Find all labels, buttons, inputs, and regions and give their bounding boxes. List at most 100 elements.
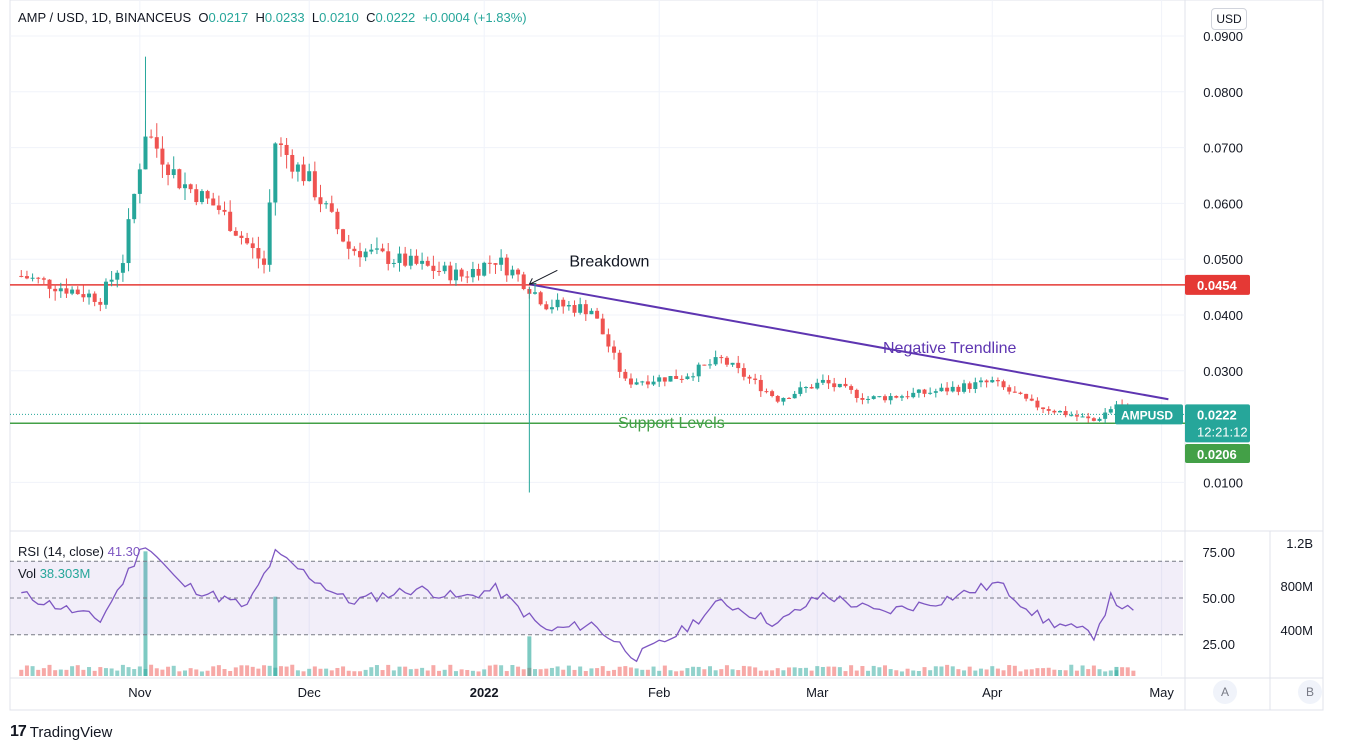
volume-bar	[544, 668, 549, 676]
candle-body	[53, 288, 58, 292]
tradingview-brand[interactable]: 17 TradingView	[10, 723, 112, 741]
time-tick-label: May	[1149, 685, 1174, 700]
candle-body	[758, 379, 763, 392]
volume-bar	[521, 669, 526, 676]
candle-body	[1029, 398, 1034, 401]
candle-body	[798, 387, 803, 394]
volume-bar	[98, 667, 103, 676]
candle-body	[561, 299, 566, 307]
volume-bar	[832, 666, 837, 676]
volume-bar	[1058, 670, 1062, 676]
volume-bar	[916, 671, 921, 676]
rsi-tick-label: 50.00	[1202, 591, 1235, 606]
volume-bar	[75, 665, 80, 676]
candle-body	[318, 197, 323, 205]
open-label: O	[198, 10, 209, 25]
volume-bar	[493, 664, 498, 676]
resistance-price-tag-bg	[1185, 274, 1250, 295]
price-tick-label: 0.0500	[1203, 252, 1243, 267]
candle-body	[177, 169, 182, 189]
rsi-band	[10, 561, 1183, 635]
candle-body	[617, 352, 622, 372]
candle-body	[606, 334, 611, 347]
volume-bar	[459, 669, 464, 676]
volume-bar	[346, 670, 351, 676]
volume-bar	[205, 670, 210, 676]
volume-bar	[713, 670, 718, 676]
rsi-legend[interactable]: RSI (14, close) 41.30	[18, 544, 140, 559]
candle-body	[487, 262, 492, 264]
volume-bar	[600, 666, 605, 676]
volume-bar	[437, 670, 442, 676]
volume-bar	[1041, 668, 1046, 676]
volume-bar	[606, 670, 611, 676]
volume-bar	[318, 668, 323, 676]
axis-b-button[interactable]: B	[1298, 680, 1322, 704]
volume-bar	[36, 669, 41, 676]
volume-bar	[984, 669, 989, 676]
candle-body	[741, 368, 746, 377]
candle-body	[612, 346, 617, 353]
volume-bar	[533, 669, 537, 676]
volume-value: 38.303M	[39, 566, 91, 581]
time-tick-label: Dec	[298, 685, 322, 700]
volume-bar	[24, 665, 29, 676]
candle-body	[657, 377, 662, 382]
candle-body	[916, 389, 921, 393]
candle-body	[19, 275, 24, 277]
volume-bar	[1091, 665, 1096, 676]
volume-bar	[843, 671, 848, 676]
price-tick-label: 0.0700	[1203, 141, 1243, 156]
volume-bar	[431, 665, 436, 676]
axis-a-button[interactable]: A	[1213, 680, 1237, 704]
volume-bar	[696, 666, 701, 676]
volume-bar	[267, 665, 272, 676]
candle-body	[538, 292, 543, 305]
volume-bar	[736, 670, 741, 676]
volume-bar	[578, 666, 583, 676]
volume-bar	[978, 668, 983, 676]
candle-body	[408, 255, 413, 266]
candle-body	[312, 171, 317, 198]
candle-body	[47, 279, 52, 289]
candle-body	[160, 148, 165, 165]
volume-bar	[702, 669, 707, 676]
volume-bar	[657, 670, 662, 676]
volume-bar	[1103, 671, 1108, 676]
volume-bar	[177, 671, 182, 676]
candle-body	[36, 277, 41, 279]
volume-bar	[324, 668, 329, 676]
support-price-tag-bg	[1185, 444, 1250, 463]
candle-body	[854, 389, 859, 398]
candle-body	[1041, 407, 1046, 410]
candle-body	[736, 362, 741, 369]
candle-body	[1086, 416, 1091, 419]
candle-body	[708, 364, 712, 366]
candle-body	[1007, 387, 1012, 392]
volume-bar	[956, 669, 961, 676]
volume-bar	[448, 664, 453, 676]
currency-button[interactable]: USD	[1211, 8, 1247, 30]
candle-body	[30, 277, 35, 279]
volume-bar	[747, 666, 752, 676]
volume-bar	[53, 670, 58, 676]
candle-body	[967, 383, 972, 389]
candle-body	[628, 378, 633, 385]
candle-body	[228, 211, 233, 231]
candle-body	[544, 304, 549, 310]
candle-body	[143, 136, 148, 170]
volume-bar	[741, 665, 746, 676]
candles	[19, 56, 1136, 493]
candle-body	[290, 154, 295, 172]
candle-body	[911, 392, 916, 398]
candle-body	[307, 171, 312, 182]
candle-body	[832, 383, 837, 388]
volume-bar	[465, 670, 470, 676]
candle-body	[329, 203, 334, 212]
volume-legend[interactable]: Vol 38.303M	[18, 566, 90, 581]
negative-trendline	[529, 283, 1169, 401]
volume-bar	[290, 664, 295, 676]
volume-bar	[369, 667, 374, 676]
volume-bar	[798, 668, 803, 676]
